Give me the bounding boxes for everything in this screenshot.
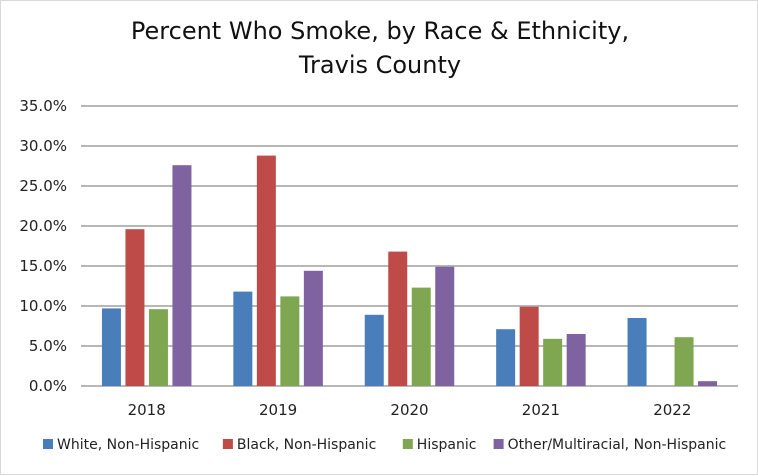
y-tick-label: 20.0% [19, 217, 67, 235]
bar [148, 309, 168, 386]
bar [172, 165, 192, 386]
y-tick-label: 35.0% [19, 97, 67, 115]
bar [256, 155, 276, 386]
x-tick-label: 2019 [259, 401, 297, 419]
bar [435, 266, 455, 386]
chart-title-line-1: Percent Who Smoke, by Race & Ethnicity, [130, 17, 630, 45]
y-tick-label: 0.0% [29, 377, 67, 395]
y-tick-label: 5.0% [29, 337, 67, 355]
bar [566, 334, 586, 386]
bar [674, 337, 694, 386]
legend-label: Black, Non-Hispanic [237, 437, 376, 453]
y-tick-label: 25.0% [19, 177, 67, 195]
x-tick-label: 2018 [128, 401, 166, 419]
bar [125, 229, 145, 386]
legend-label: Hispanic [417, 437, 477, 453]
bar [698, 381, 718, 386]
bar [101, 308, 121, 386]
bar [519, 306, 539, 386]
bar [543, 338, 563, 386]
y-tick-label: 15.0% [19, 257, 67, 275]
legend-swatch [43, 439, 53, 449]
legend-swatch [493, 439, 504, 449]
x-tick-label: 2021 [522, 401, 560, 419]
legend-label: White, Non-Hispanic [57, 437, 199, 453]
y-tick-label: 30.0% [19, 137, 67, 155]
bar [233, 291, 253, 386]
bar [627, 318, 647, 386]
bar [496, 329, 516, 386]
legend-swatch [222, 439, 233, 449]
bar [411, 287, 431, 386]
legend-swatch [402, 439, 413, 449]
legend-label: Other/Multiracial, Non-Hispanic [508, 437, 727, 453]
y-tick-label: 10.0% [19, 297, 67, 315]
x-tick-label: 2022 [653, 401, 691, 419]
x-tick-label: 2020 [390, 401, 428, 419]
bar [303, 270, 323, 386]
bar [388, 251, 408, 386]
bar [280, 296, 300, 386]
bar [364, 314, 384, 386]
chart-title-line-2: Travis County [298, 51, 462, 79]
